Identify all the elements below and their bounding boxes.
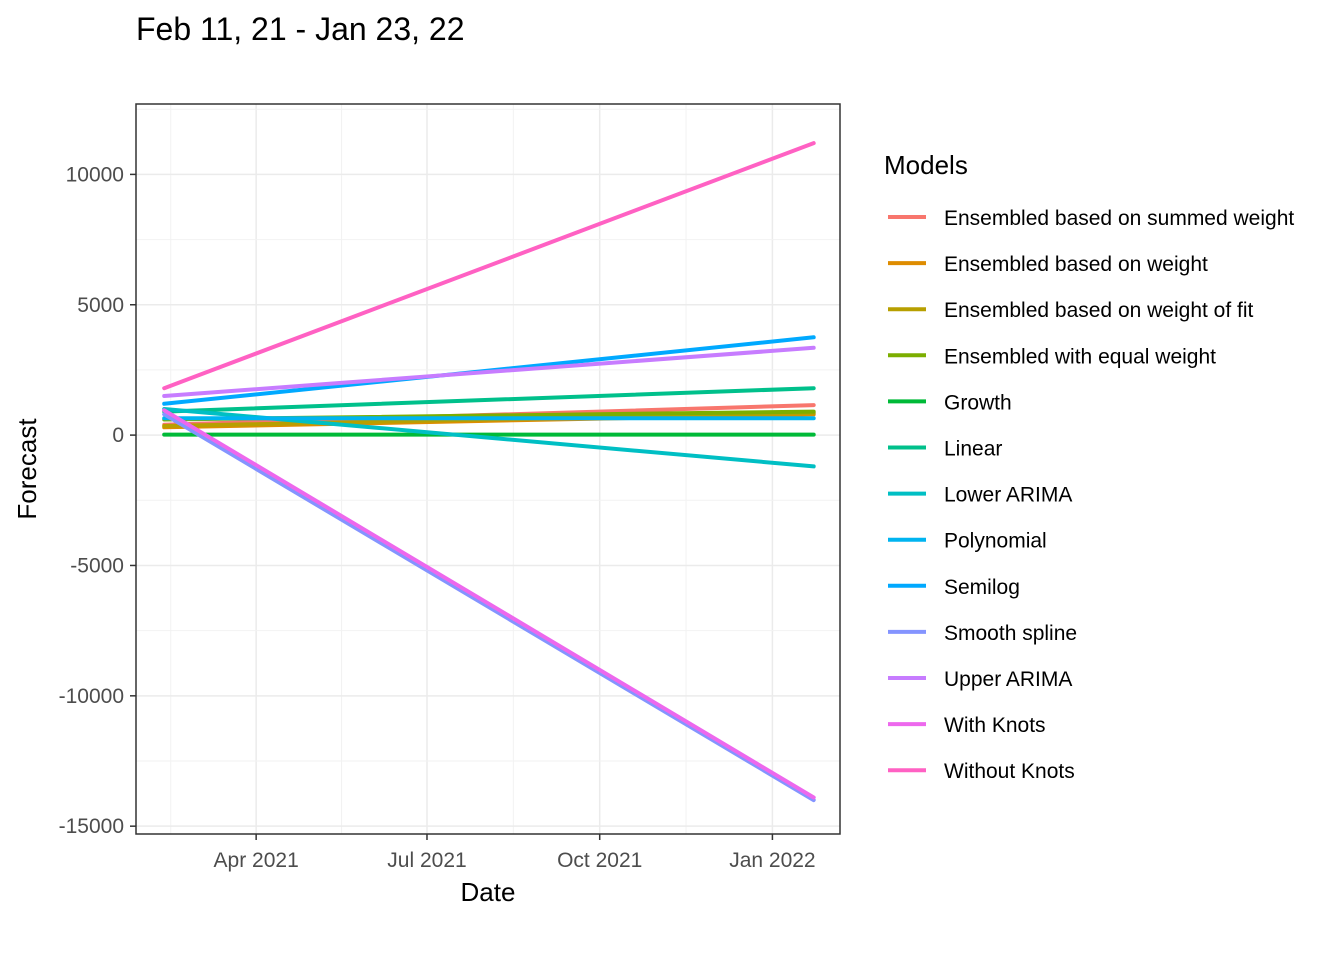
- legend-item-semilog: Semilog: [888, 576, 1020, 599]
- legend-item-with-knots: With Knots: [888, 714, 1046, 737]
- legend-label: With Knots: [944, 714, 1046, 737]
- legend-label: Polynomial: [944, 530, 1047, 553]
- y-tick-label: -15000: [59, 815, 124, 838]
- y-tick-label: -10000: [59, 685, 124, 708]
- legend-label: Ensembled with equal weight: [944, 345, 1216, 368]
- legend-label: Linear: [944, 438, 1002, 461]
- legend: Models Ensembled based on summed weight E…: [884, 150, 1294, 783]
- legend-label: Growth: [944, 391, 1012, 414]
- x-axis-title: Date: [461, 877, 516, 907]
- legend-title: Models: [884, 150, 968, 180]
- legend-item-smooth-spline: Smooth spline: [888, 622, 1077, 645]
- y-tick-label: 5000: [77, 294, 124, 317]
- legend-item-ensembled-based-on-summed-weight: Ensembled based on summed weight: [888, 207, 1294, 230]
- legend-label: Ensembled based on weight: [944, 253, 1208, 276]
- legend-item-upper-arima: Upper ARIMA: [888, 668, 1072, 691]
- x-tick-label: Oct 2021: [557, 849, 642, 872]
- legend-item-lower-arima: Lower ARIMA: [888, 484, 1072, 507]
- y-axis-title: Forecast: [12, 418, 42, 520]
- x-tick-label: Jan 2022: [729, 849, 815, 872]
- legend-item-ensembled-with-equal-weight: Ensembled with equal weight: [888, 345, 1216, 368]
- y-tick-label: 10000: [66, 163, 124, 186]
- legend-item-without-knots: Without Knots: [888, 760, 1075, 783]
- x-tick-label: Apr 2021: [214, 849, 299, 872]
- legend-label: Smooth spline: [944, 622, 1077, 645]
- series-line-linear: [162, 386, 816, 414]
- chart-title: Feb 11, 21 - Jan 23, 22: [136, 11, 465, 47]
- y-tick-label: -5000: [70, 554, 124, 577]
- series-line-upper-arima: [162, 345, 816, 398]
- legend-label: Without Knots: [944, 760, 1075, 783]
- plot-border: [135, 103, 841, 835]
- legend-item-growth: Growth: [888, 391, 1012, 414]
- series-line-smooth-spline: [162, 412, 816, 803]
- legend-item-polynomial: Polynomial: [888, 530, 1047, 553]
- x-axis: Apr 2021 Jul 2021 Oct 2021 Jan 2022: [214, 834, 816, 872]
- legend-label: Upper ARIMA: [944, 668, 1072, 691]
- legend-label: Ensembled based on weight of fit: [944, 299, 1254, 322]
- legend-item-linear: Linear: [888, 438, 1002, 461]
- plot-panel: [135, 103, 841, 835]
- legend-label: Lower ARIMA: [944, 484, 1072, 507]
- legend-label: Ensembled based on summed weight: [944, 207, 1294, 230]
- plot-background: [136, 104, 840, 834]
- series-line-with-knots: [162, 408, 816, 800]
- series-line-without-knots: [162, 141, 816, 391]
- x-tick-label: Jul 2021: [387, 849, 466, 872]
- legend-item-ensembled-based-on-weight-of-fit: Ensembled based on weight of fit: [888, 299, 1254, 322]
- y-tick-label: 0: [112, 424, 124, 447]
- legend-item-ensembled-based-on-weight: Ensembled based on weight: [888, 253, 1208, 276]
- series-lines: [162, 141, 816, 803]
- legend-label: Semilog: [944, 576, 1020, 599]
- y-axis: 10000 5000 0 -5000 -10000 -15000: [59, 163, 136, 838]
